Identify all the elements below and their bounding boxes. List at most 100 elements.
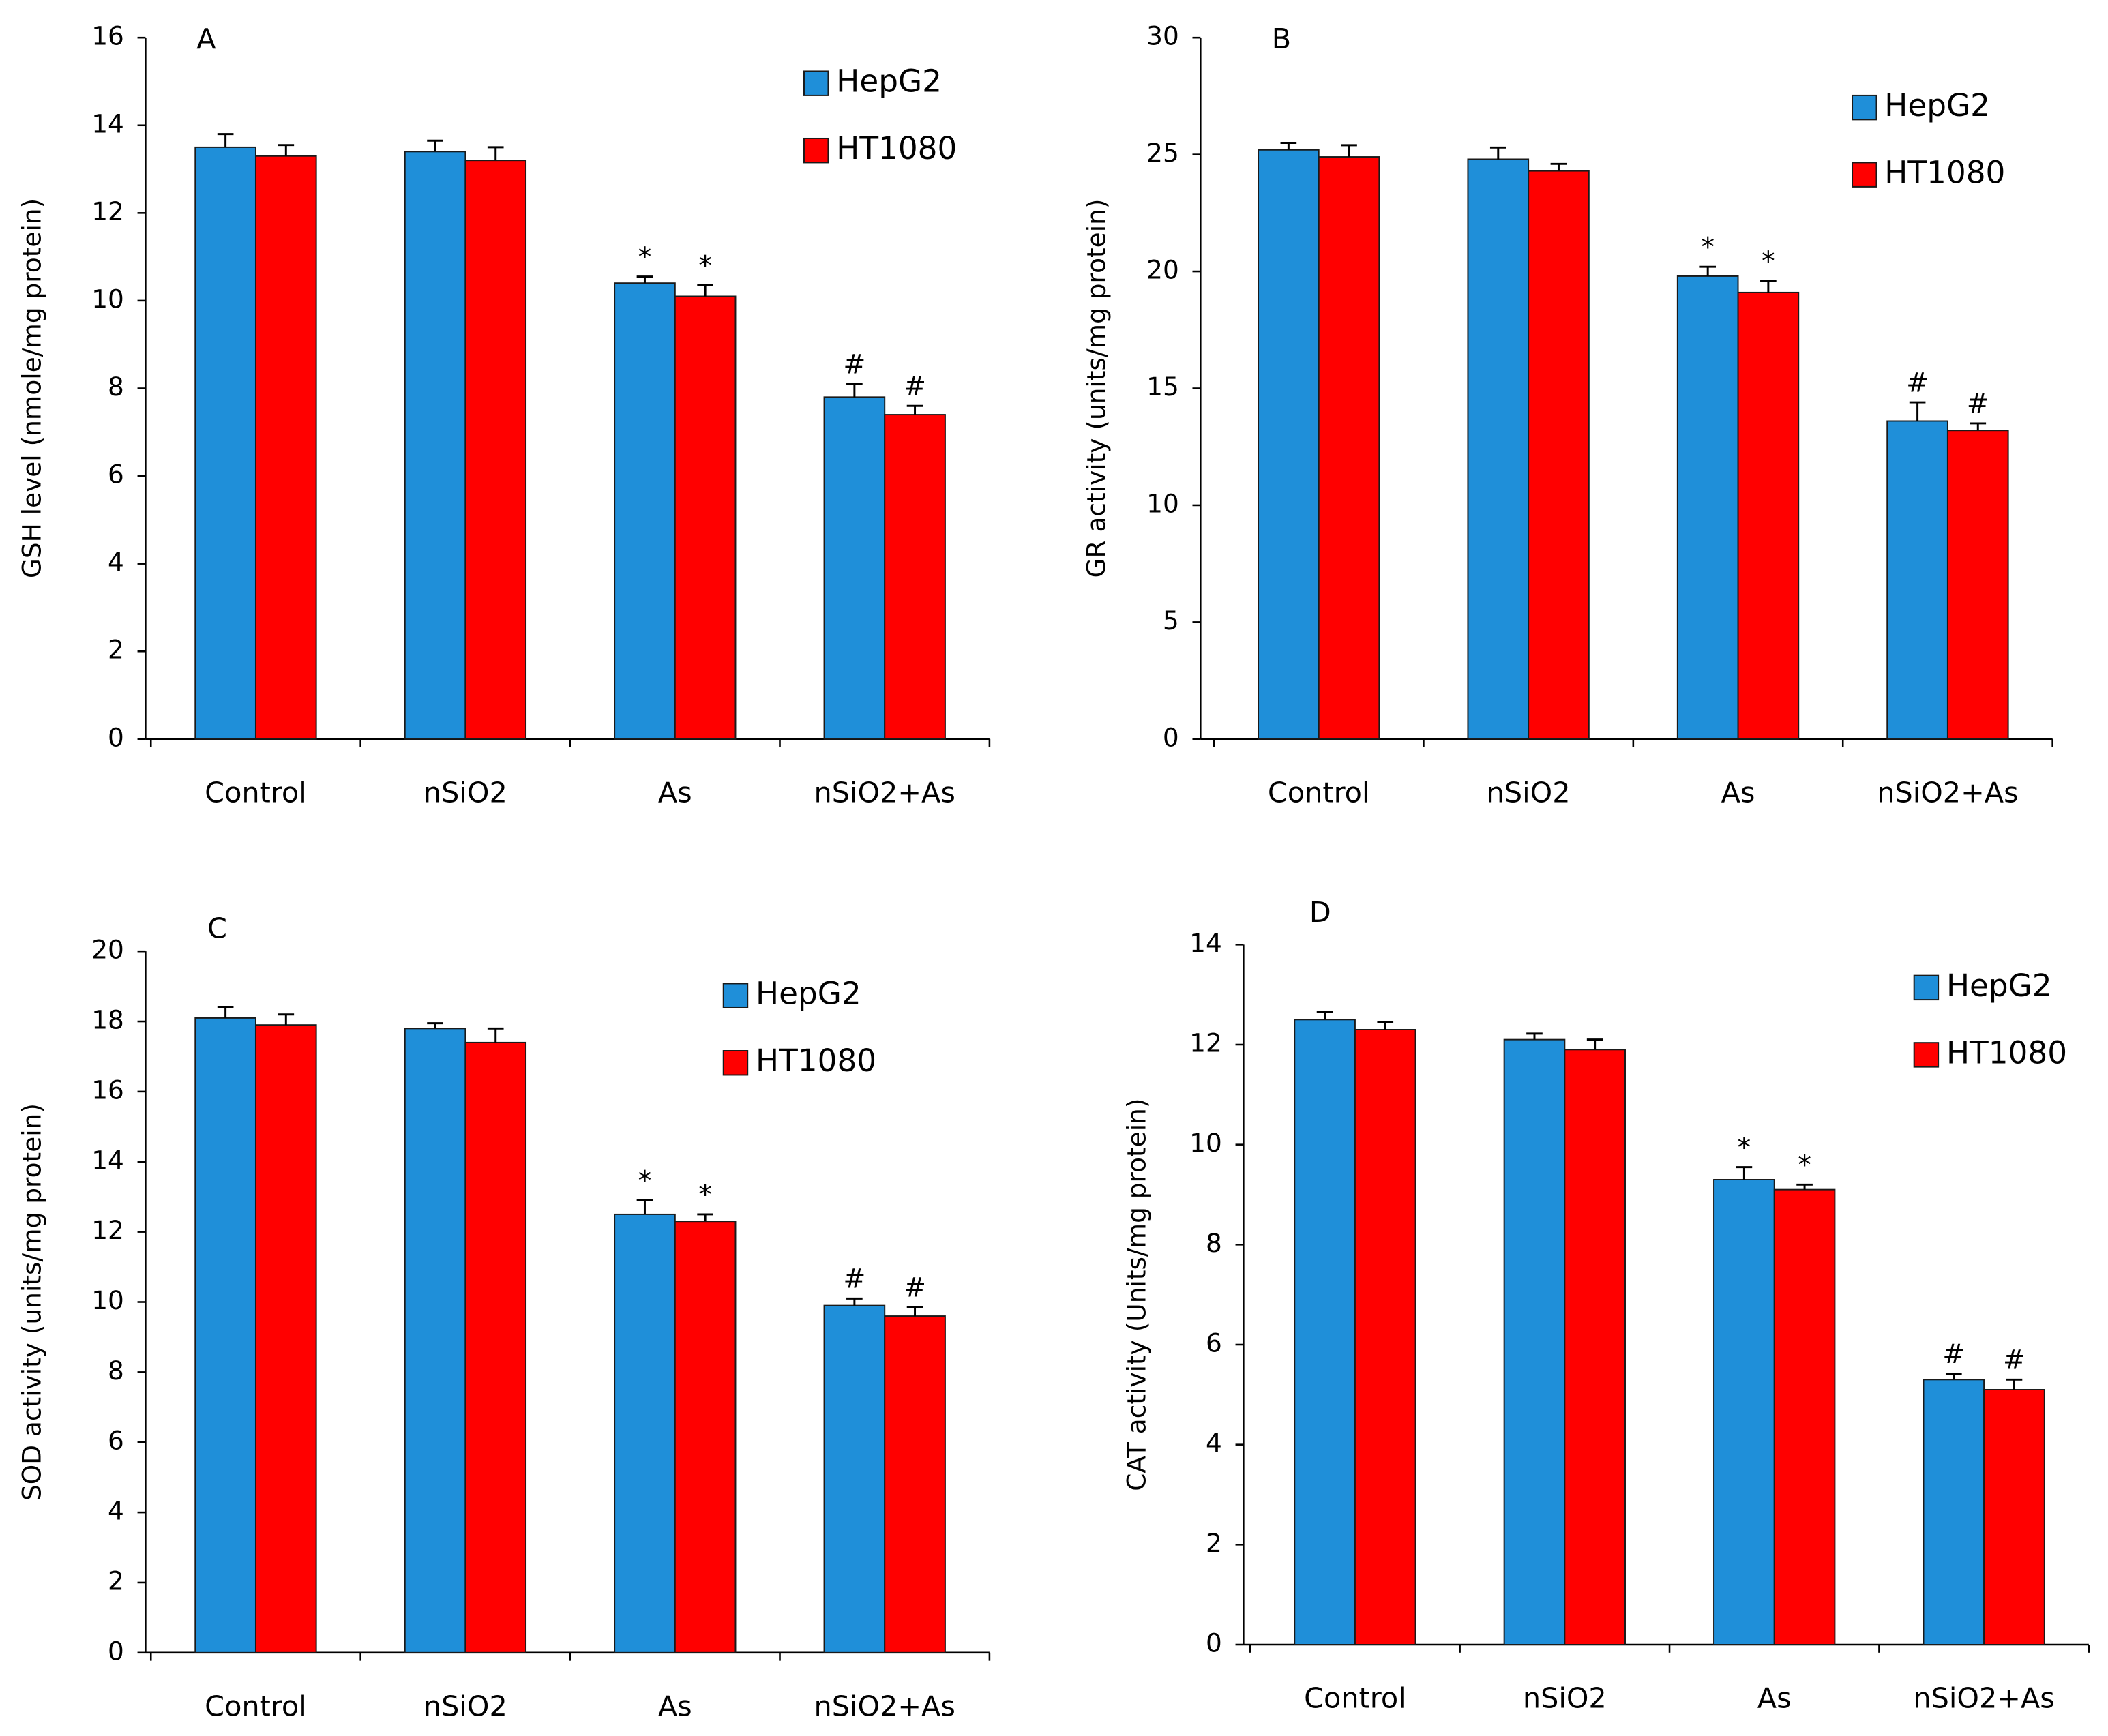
bar <box>404 151 466 740</box>
y-tick-label: 8 <box>1206 1228 1222 1258</box>
legend-swatch <box>722 983 749 1008</box>
y-axis-label: GR activity (units/mg protein) <box>1081 199 1111 578</box>
error-bar <box>697 1213 713 1222</box>
legend-swatch <box>1852 162 1877 188</box>
y-tick-label: 2 <box>108 1566 124 1596</box>
y-tick-label: 12 <box>91 196 124 226</box>
y-axis-label: CAT activity (Units/mg protein) <box>1121 1098 1151 1491</box>
error-bar <box>1377 1021 1394 1030</box>
y-tick-label: 30 <box>1146 21 1179 51</box>
bar <box>614 282 676 740</box>
bar <box>1737 291 1800 740</box>
x-tick-label: As <box>1757 1682 1792 1715</box>
y-tick-label: 0 <box>108 1636 124 1666</box>
x-tick-label: nSiO2 <box>1523 1682 1607 1715</box>
y-tick-label: 6 <box>108 460 124 490</box>
error-bar <box>1316 1011 1333 1020</box>
y-axis-label: GSH level (nmole/mg protein) <box>17 198 47 578</box>
significance-mark: * <box>638 241 652 273</box>
panel-label: D <box>1309 896 1331 929</box>
error-bar <box>697 284 713 297</box>
error-bar <box>278 1013 295 1026</box>
x-tick-label: Control <box>1304 1682 1406 1715</box>
significance-mark: * <box>1762 245 1775 277</box>
significance-mark: # <box>1906 367 1929 398</box>
bar <box>1564 1049 1626 1645</box>
error-bar <box>906 404 923 415</box>
y-tick-label: 8 <box>108 372 124 402</box>
bar <box>1528 170 1590 740</box>
error-bar <box>1550 162 1567 171</box>
significance-mark: # <box>904 1272 926 1303</box>
error-bar <box>2006 1378 2023 1390</box>
significance-mark: # <box>2003 1345 2025 1376</box>
bar <box>464 160 527 740</box>
legend-label: HT1080 <box>1884 155 2005 191</box>
legend-label: HT1080 <box>1946 1034 2067 1071</box>
legend-swatch <box>803 137 829 164</box>
y-tick-label: 6 <box>1206 1328 1222 1358</box>
y-tick-label: 2 <box>1206 1528 1222 1558</box>
bar <box>614 1213 676 1653</box>
significance-mark: * <box>1798 1150 1811 1181</box>
y-tick-label: 25 <box>1146 138 1179 168</box>
bar <box>1946 430 2009 740</box>
error-bar <box>1909 401 1926 421</box>
legend-swatch <box>803 70 829 96</box>
x-tick-label: nSiO2 <box>424 776 507 809</box>
y-tick-label: 14 <box>91 1145 124 1175</box>
bar <box>1503 1038 1566 1645</box>
bar <box>254 155 317 740</box>
bar <box>194 1017 256 1653</box>
legend-label: HepG2 <box>1884 87 1990 123</box>
error-bar <box>906 1306 923 1317</box>
error-bar <box>846 1297 863 1306</box>
y-tick-label: 4 <box>108 547 124 577</box>
x-tick-label: nSiO2+As <box>814 776 955 809</box>
error-bar <box>1341 144 1357 158</box>
y-tick-label: 2 <box>108 635 124 665</box>
y-tick-label: 12 <box>91 1215 124 1245</box>
error-bar <box>427 139 443 152</box>
significance-mark: * <box>1701 231 1714 263</box>
bar <box>674 295 737 740</box>
legend-label: HepG2 <box>1946 968 2052 1004</box>
legend-label: HT1080 <box>836 130 957 166</box>
y-tick-label: 4 <box>108 1496 124 1526</box>
error-bar <box>636 275 653 284</box>
y-tick-label: 8 <box>108 1356 124 1386</box>
error-bar <box>487 146 504 161</box>
significance-mark: # <box>1942 1338 1965 1370</box>
x-tick-label: As <box>658 776 692 809</box>
bar <box>1294 1019 1356 1645</box>
y-tick-label: 0 <box>1206 1628 1222 1658</box>
y-tick-label: 10 <box>91 1285 124 1315</box>
y-tick-label: 20 <box>91 935 124 965</box>
bar <box>1773 1188 1836 1645</box>
error-bar <box>487 1027 504 1043</box>
y-tick-label: 10 <box>1189 1128 1222 1158</box>
x-tick-label: nSiO2 <box>1487 776 1571 809</box>
panel-label: B <box>1272 23 1291 55</box>
y-tick-label: 10 <box>1146 488 1179 518</box>
bar <box>1676 275 1739 740</box>
x-tick-label: nSiO2+As <box>1877 776 2018 809</box>
y-tick-label: 18 <box>91 1005 124 1035</box>
error-bar <box>1489 146 1506 160</box>
legend-swatch <box>1913 1042 1940 1068</box>
legend-swatch <box>722 1050 749 1076</box>
y-tick-label: 16 <box>91 1075 124 1105</box>
significance-mark: * <box>698 1179 712 1210</box>
significance-mark: # <box>904 370 926 402</box>
y-axis-label: SOD activity (units/mg protein) <box>17 1103 47 1501</box>
x-tick-label: nSiO2+As <box>814 1690 955 1722</box>
legend-label: HT1080 <box>756 1043 876 1079</box>
bar <box>823 1304 886 1653</box>
error-bar <box>1736 1166 1753 1180</box>
bar <box>1886 420 1948 740</box>
bar <box>884 414 946 740</box>
error-bar <box>1526 1032 1543 1040</box>
bar <box>1354 1029 1416 1645</box>
error-bar <box>278 144 295 156</box>
error-bar <box>217 133 234 147</box>
